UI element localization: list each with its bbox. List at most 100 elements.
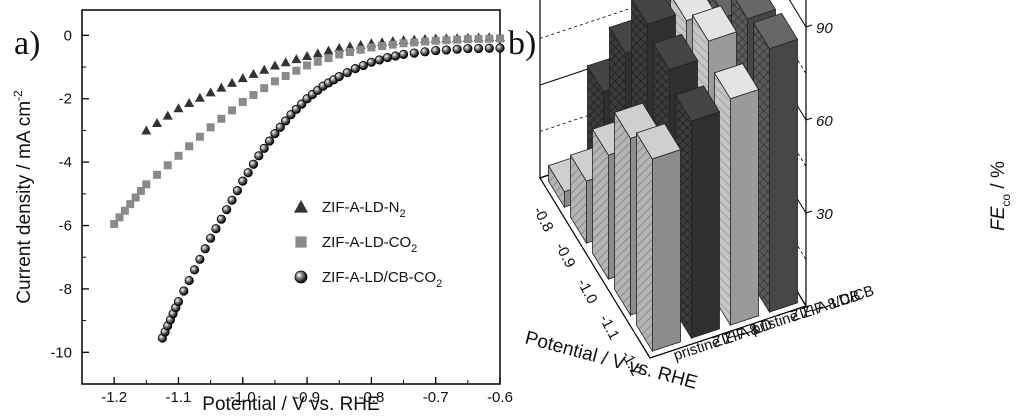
bar-face-front-right (691, 111, 720, 339)
data-point (228, 106, 237, 115)
bar-face-front-right (769, 38, 798, 313)
data-point (382, 52, 393, 63)
data-point (163, 161, 172, 170)
data-point (366, 57, 376, 67)
bar-face-top (752, 12, 799, 50)
data-point (303, 61, 312, 70)
panel-a-y-tick-label: -2 (59, 91, 72, 108)
z-gridline (539, 0, 807, 167)
panel-a-y-ticks: 0 -2 -4 -6 -8 -10 (50, 27, 89, 385)
data-point (398, 49, 409, 59)
data-point (184, 275, 194, 286)
data-point (141, 125, 152, 135)
data-point (248, 68, 259, 78)
data-point (222, 205, 232, 215)
data-point (249, 91, 258, 100)
data-point (485, 34, 494, 43)
panel-a-y-tick-label: -8 (59, 281, 72, 298)
legend-label: ZIF-A-LD/CB-CO2 (322, 269, 442, 290)
data-point (115, 213, 124, 222)
data-point (431, 45, 441, 56)
data-point (409, 48, 419, 58)
data-point (463, 35, 472, 44)
data-point (291, 54, 302, 64)
data-point (374, 55, 385, 65)
panel-a-y-tick-label: -4 (59, 154, 72, 171)
data-point (174, 151, 183, 160)
data-point (110, 219, 119, 228)
bar-face-top (632, 0, 677, 25)
data-point (312, 48, 323, 58)
x-tick-label: -0.8 (529, 204, 556, 235)
data-point (216, 82, 227, 92)
data-point (179, 286, 189, 296)
data-point (378, 42, 387, 51)
data-point (206, 123, 215, 132)
panel-a-x-tick-label: -0.7 (423, 389, 449, 406)
bar-face-top (635, 123, 682, 160)
data-point (264, 136, 275, 146)
data-point (162, 110, 173, 120)
data-point (442, 36, 451, 45)
panel-a-x-tick-label: -0.6 (487, 389, 513, 406)
data-point (399, 39, 408, 48)
data-point (280, 57, 291, 67)
data-point (334, 43, 345, 53)
data-point (269, 60, 280, 70)
bar-face-top (674, 85, 721, 122)
data-point (200, 244, 210, 254)
panel-a-y-tick-label: 0 (64, 27, 72, 44)
data-point (152, 118, 163, 128)
data-point (390, 51, 401, 61)
z-tick-label: 60 (816, 113, 833, 130)
data-point (227, 77, 238, 87)
panel-a-x-ticks: -1.2 -1.1 -1.0 -0.9 -0.8 -0.7 -0.6 (101, 377, 513, 406)
panel-a-y-axis-title: Current density / mA cm-2 (11, 90, 35, 304)
panel-b-z-axis-title: FEco / % (988, 161, 1013, 231)
bar-face-front-right (652, 149, 681, 352)
bar-face-top (735, 0, 777, 20)
data-point (281, 116, 291, 126)
data-point (153, 170, 162, 179)
data-point (195, 254, 205, 264)
data-point (281, 72, 290, 81)
legend-marker-square (295, 236, 307, 248)
data-point (473, 43, 484, 54)
data-point (238, 176, 248, 186)
data-point (484, 43, 494, 53)
data-point (324, 54, 333, 63)
panel-a: a) -1.2 -1.1 -1.0 -0.9 -0.8 -0.7 -0.6 0 -2 -4 -6 -… (11, 9, 513, 415)
data-point (227, 195, 237, 205)
series-sphere (157, 43, 505, 343)
x-tick-label: -1.0 (573, 276, 600, 307)
data-point (232, 186, 243, 196)
panel-a-series (110, 31, 505, 343)
panel-a-y-tick-label: -10 (50, 344, 72, 361)
bar-face-front-right (730, 88, 759, 326)
bar (713, 63, 760, 327)
data-point (243, 168, 253, 178)
data-point (270, 129, 280, 139)
bar-face-front-left (636, 131, 653, 353)
legend-label: ZIF-A-LD-CO2 (322, 234, 417, 255)
data-point (496, 34, 504, 43)
panel-a-x-tick-label: -0.9 (294, 389, 320, 406)
data-point (334, 71, 344, 82)
data-point (237, 73, 248, 83)
panel-a-frame (81, 9, 501, 385)
panel-b-letter: b) (508, 25, 536, 62)
data-point (302, 50, 313, 60)
z-tick-label: 90 (816, 20, 833, 37)
z-tick-mark (805, 24, 813, 28)
bar-face-top (652, 33, 699, 71)
legend-marker-triangle (294, 200, 308, 213)
bar-face-top (691, 5, 738, 42)
legend-label: ZIF-A-LD-N2 (322, 199, 406, 220)
data-point (254, 151, 264, 161)
data-point (431, 36, 440, 45)
data-point (259, 64, 270, 74)
x-tick-label: -0.9 (551, 240, 578, 271)
bar-face-top (713, 63, 760, 100)
z-tick-mark (805, 210, 813, 214)
